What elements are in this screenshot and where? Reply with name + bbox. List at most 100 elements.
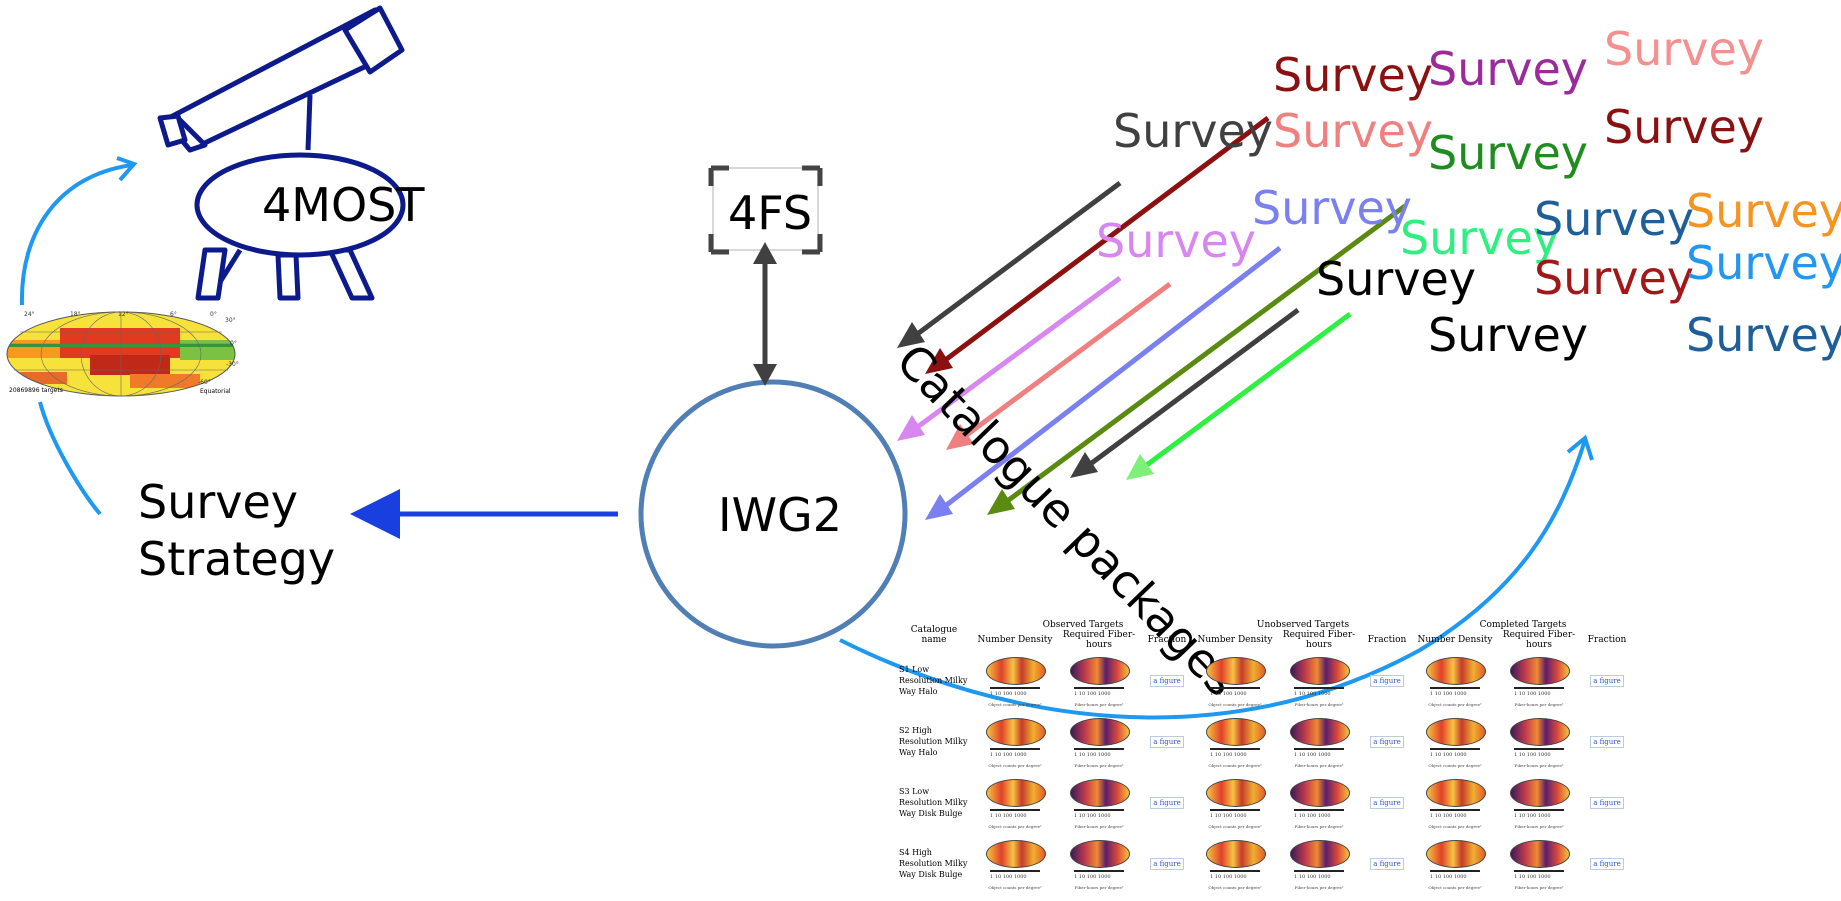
density-map-cell: 1 10 100 1000 Object counts per degree² [1413,772,1497,833]
survey-label: Survey [1113,104,1274,158]
figure-link[interactable]: a figure [1590,735,1624,748]
colorbar-ticks: 1 10 100 1000 [1074,751,1111,758]
map-caption: Object counts per degree² [988,701,1042,707]
colorbar-ticks: 1 10 100 1000 [1514,751,1551,758]
map-caption: Fiber-hours per degree² [1294,823,1344,829]
map-caption: Object counts per degree² [1208,823,1262,829]
sky-density-map: 1 10 100 1000 [1068,777,1130,821]
colorbar-ticks: 1 10 100 1000 [1210,690,1247,697]
map-ellipse [1070,656,1130,685]
colorbar-ticks: 1 10 100 1000 [1074,812,1111,819]
colorbar [1210,747,1260,750]
sky-density-map: 1 10 100 1000 [984,716,1046,760]
figure-link[interactable]: a figure [1150,857,1184,870]
colorbar [1074,747,1124,750]
colorbar-ticks: 1 10 100 1000 [1294,873,1331,880]
map-caption: Fiber-hours per degree² [1294,701,1344,707]
colorbar-ticks: 1 10 100 1000 [990,812,1027,819]
sky-density-map: 1 10 100 1000 [1068,716,1130,760]
density-map-cell: 1 10 100 1000 Object counts per degree² [1413,650,1497,711]
map-ellipse [1426,656,1486,685]
colorbar [1210,686,1260,689]
colorbar-ticks: 1 10 100 1000 [1430,873,1467,880]
map-caption: Object counts per degree² [1208,762,1262,768]
sky-projection-label: Equatorial [200,388,231,395]
sky-density-map: 1 10 100 1000 [1424,716,1486,760]
dec-tick: 0° [230,340,237,347]
map-ellipse [1206,717,1266,746]
colorbar-ticks: 1 10 100 1000 [1210,873,1247,880]
iwg2-label: IWG2 [718,488,842,542]
map-ellipse [1206,656,1266,685]
figure-link[interactable]: a figure [1590,857,1624,870]
fiber-map-cell: 1 10 100 1000 Fiber-hours per degree² [1277,650,1361,711]
catalogue-row-name: S3 Low Resolution Milky Way Disk Bulge [899,787,968,818]
colorbar-ticks: 1 10 100 1000 [1430,751,1467,758]
colorbar [1210,808,1260,811]
table-row: S2 High Resolution Milky Way Halo 1 10 10… [895,711,1633,772]
ra-tick: 6° [170,311,177,318]
density-map-cell: 1 10 100 1000 Object counts per degree² [1193,711,1277,772]
group-unobserved: Unobserved Targets [1256,620,1350,630]
density-map-cell: 1 10 100 1000 Object counts per degree² [973,772,1057,833]
colorbar-ticks: 1 10 100 1000 [1074,873,1111,880]
figure-link[interactable]: a figure [1590,674,1624,687]
fraction-cell: a figure [1141,772,1193,833]
survey-strategy-label: Survey Strategy [138,474,335,588]
survey-label: Survey [1096,214,1257,268]
fiber-map-cell: 1 10 100 1000 Fiber-hours per degree² [1057,650,1141,711]
map-caption: Object counts per degree² [988,823,1042,829]
colorbar [990,869,1040,872]
map-caption: Object counts per degree² [1208,701,1262,707]
survey-label: Survey [1400,211,1561,265]
sky-targets-label: 20869896 targets [9,387,63,394]
sky-density-map: 1 10 100 1000 [1288,838,1350,882]
figure-link[interactable]: a figure [1370,796,1404,809]
col-catalogue-name: Catalogue name [910,625,958,645]
survey-label: Survey [1428,42,1589,96]
map-ellipse [1426,839,1486,868]
fraction-cell: a figure [1361,772,1413,833]
figure-link[interactable]: a figure [1150,796,1184,809]
dec-tick: -60° [198,379,211,386]
catalogue-arrows [910,116,1407,512]
fiber-map-cell: 1 10 100 1000 Fiber-hours per degree² [1277,833,1361,894]
map-ellipse [986,717,1046,746]
figure-link[interactable]: a figure [1590,796,1624,809]
colorbar [1210,869,1260,872]
sub-fiber: Required Fiber-hours [1282,630,1356,650]
colorbar [1514,869,1564,872]
colorbar-ticks: 1 10 100 1000 [1514,690,1551,697]
figure-link[interactable]: a figure [1150,674,1184,687]
colorbar [1514,808,1564,811]
map-caption: Fiber-hours per degree² [1514,762,1564,768]
fiber-map-cell: 1 10 100 1000 Fiber-hours per degree² [1277,772,1361,833]
colorbar-ticks: 1 10 100 1000 [1430,812,1467,819]
survey-label: Survey [1273,104,1434,158]
colorbar-ticks: 1 10 100 1000 [1210,751,1247,758]
figure-link[interactable]: a figure [1370,857,1404,870]
arrow-head-down [753,364,777,386]
figure-link[interactable]: a figure [1370,735,1404,748]
cycle-arrow-to-telescope [19,163,133,306]
4fs-box [708,165,823,255]
colorbar [1430,686,1480,689]
map-caption: Fiber-hours per degree² [1294,762,1344,768]
colorbar [1514,686,1564,689]
colorbar [1430,747,1480,750]
map-caption: Fiber-hours per degree² [1514,701,1564,707]
sky-density-map: 1 10 100 1000 [1508,655,1570,699]
sky-density-map: 1 10 100 1000 [1508,838,1570,882]
sky-density-map: 1 10 100 1000 [984,838,1046,882]
catalogue-row-name: S1 Low Resolution Milky Way Halo [899,665,968,696]
map-caption: Object counts per degree² [988,762,1042,768]
colorbar-ticks: 1 10 100 1000 [990,751,1027,758]
figure-link[interactable]: a figure [1370,674,1404,687]
sky-density-map: 1 10 100 1000 [1204,838,1266,882]
sky-density-map: 1 10 100 1000 [1204,777,1266,821]
figure-link[interactable]: a figure [1150,735,1184,748]
density-map-cell: 1 10 100 1000 Object counts per degree² [973,711,1057,772]
colorbar-ticks: 1 10 100 1000 [1514,873,1551,880]
fiber-map-cell: 1 10 100 1000 Fiber-hours per degree² [1057,772,1141,833]
